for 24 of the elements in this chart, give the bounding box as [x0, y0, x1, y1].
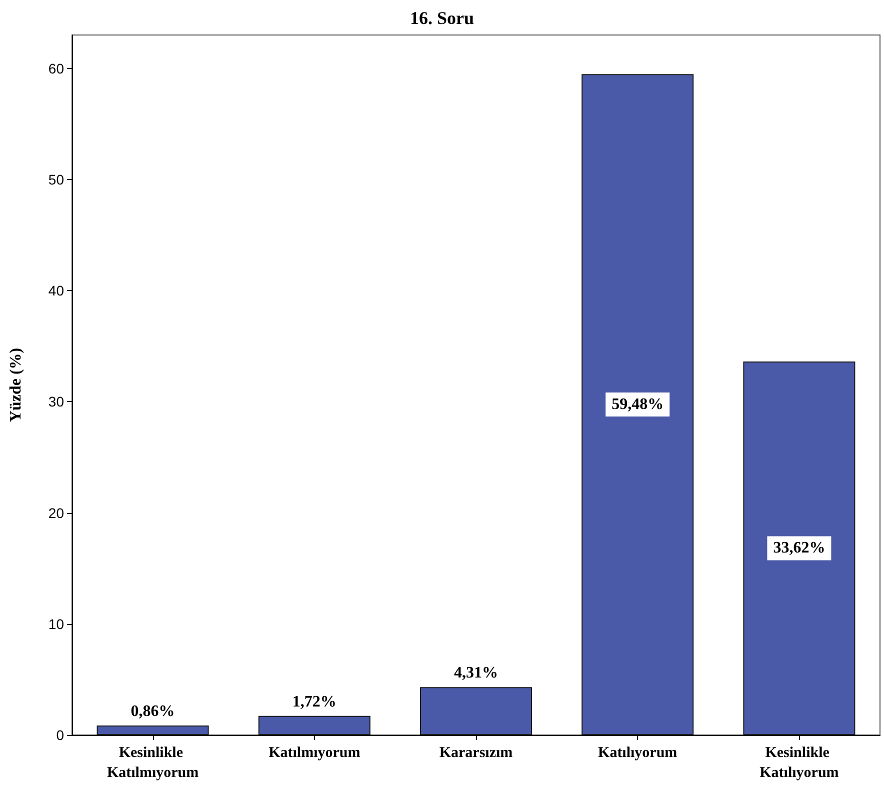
- bar: [96, 725, 209, 735]
- y-tick-label: 60: [48, 60, 64, 76]
- data-label: 59,48%: [612, 396, 664, 414]
- y-tick-label: 20: [48, 504, 64, 521]
- y-tick-label: 30: [48, 394, 64, 410]
- y-tick-label: 50: [48, 171, 64, 188]
- y-tick-label: 40: [48, 282, 64, 299]
- x-tick-label: Katılmıyorum: [268, 745, 361, 761]
- y-tick-label: 10: [48, 616, 64, 632]
- bar: [420, 687, 532, 735]
- y-axis-title: Yüzde (%): [8, 348, 24, 422]
- x-tick-label: Kararsızım: [439, 745, 514, 761]
- bar: [258, 716, 370, 735]
- data-label: 1,72%: [292, 693, 336, 710]
- bar: [743, 361, 856, 735]
- y-tick-label: 0: [56, 727, 64, 743]
- x-tick-label: Katılıyorum: [598, 745, 678, 761]
- chart-title: 16. Soru: [410, 8, 474, 28]
- bar: [582, 74, 694, 735]
- data-label: 4,31%: [454, 664, 498, 682]
- data-label: 33,62%: [773, 540, 826, 557]
- data-label: 0,86%: [130, 702, 175, 720]
- x-tick-label: Kesinlikle Katılmıyorum: [106, 745, 200, 781]
- x-tick-label: Kesinlikle Katılıyorum: [760, 745, 840, 781]
